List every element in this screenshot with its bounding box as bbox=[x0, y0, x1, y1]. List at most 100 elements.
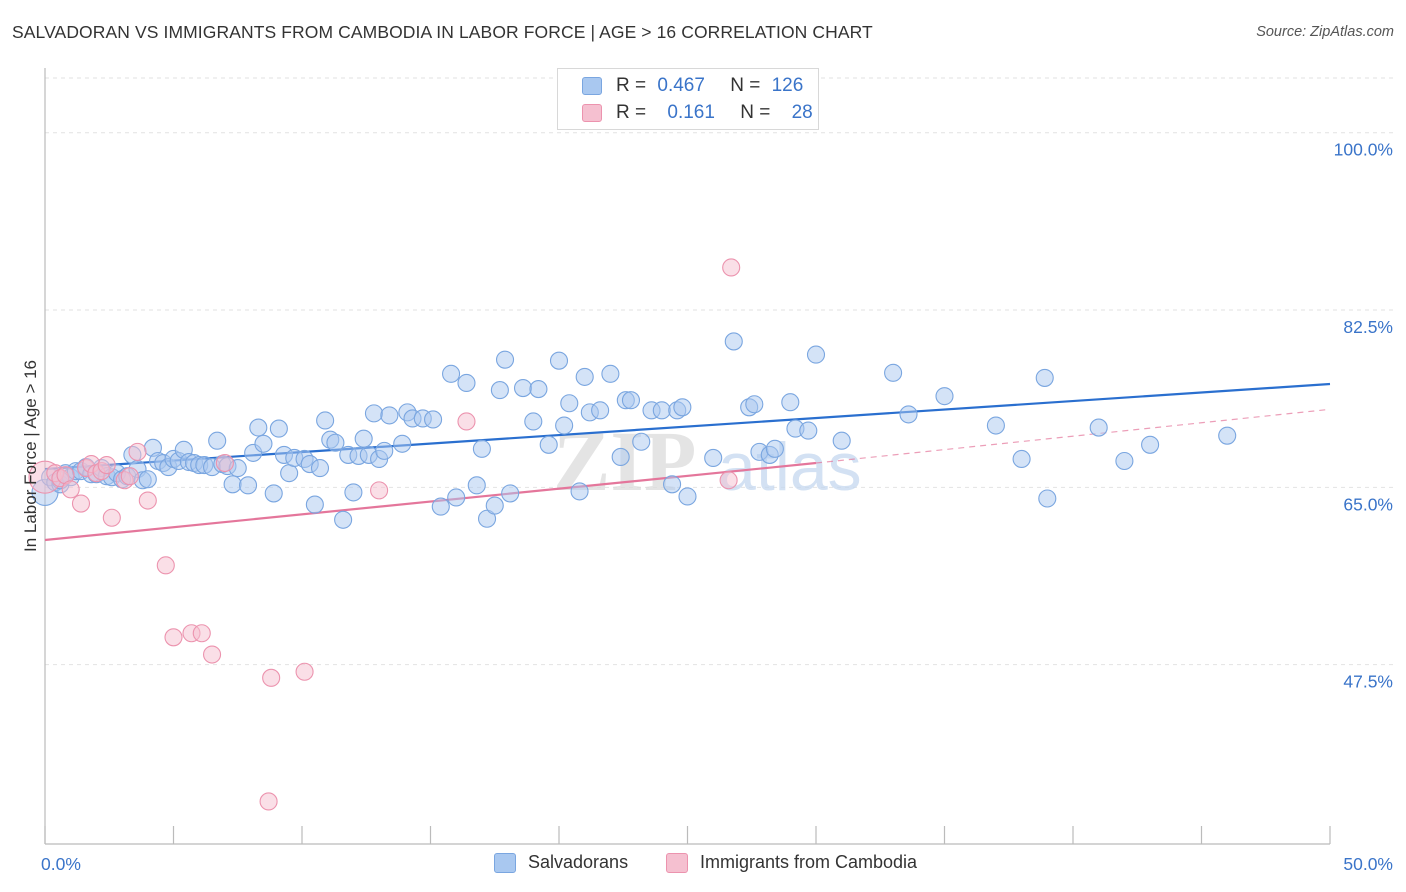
point-salvadorans bbox=[238, 476, 258, 495]
point-salvadorans bbox=[1089, 418, 1108, 437]
point-salvadorans bbox=[1038, 489, 1057, 508]
point-salvadorans bbox=[472, 439, 491, 458]
point-cambodia bbox=[370, 481, 389, 500]
legend-swatch-pink bbox=[582, 104, 602, 122]
point-cambodia bbox=[97, 456, 116, 475]
n-value: 28 bbox=[791, 102, 813, 123]
x-tick-label-max: 50.0% bbox=[1343, 854, 1393, 874]
point-cambodia bbox=[457, 412, 476, 431]
point-cambodia bbox=[102, 508, 121, 527]
point-salvadorans bbox=[1141, 435, 1160, 454]
point-salvadorans bbox=[591, 401, 610, 420]
point-salvadorans bbox=[442, 364, 461, 383]
point-salvadorans bbox=[310, 459, 330, 478]
point-cambodia bbox=[128, 442, 147, 461]
point-salvadorans bbox=[393, 434, 412, 453]
y-tick-label: 82.5% bbox=[1343, 317, 1393, 337]
point-salvadorans bbox=[884, 363, 903, 382]
swatch-pink bbox=[666, 853, 688, 873]
point-salvadorans bbox=[781, 393, 800, 412]
point-salvadorans bbox=[611, 447, 630, 466]
point-salvadorans bbox=[621, 391, 641, 410]
point-salvadorans bbox=[724, 332, 743, 351]
correlation-legend: R = 0.467 N = 126 R = 0.161 N = 28 bbox=[557, 68, 819, 130]
legend-label-salvadorans: Salvadorans bbox=[528, 852, 629, 872]
trend-line-cambodia-extension bbox=[815, 408, 1331, 464]
point-salvadorans bbox=[208, 431, 227, 450]
x-tick-label-min: 0.0% bbox=[41, 854, 81, 874]
point-salvadorans bbox=[344, 483, 363, 502]
point-cambodia bbox=[259, 792, 278, 811]
point-salvadorans bbox=[632, 432, 651, 451]
tick-labels: 47.5% 65.0% 82.5% 100.0% 0.0% 50.0% bbox=[41, 140, 1393, 874]
point-salvadorans bbox=[806, 345, 826, 364]
point-salvadorans bbox=[280, 464, 299, 483]
point-salvadorans bbox=[986, 416, 1005, 435]
r-value: 0.161 bbox=[667, 102, 715, 123]
point-salvadorans bbox=[832, 431, 851, 450]
point-salvadorans bbox=[704, 448, 723, 468]
r-label: R = bbox=[616, 102, 647, 123]
y-tick-label: 65.0% bbox=[1343, 494, 1393, 514]
point-salvadorans bbox=[1035, 368, 1054, 387]
gridlines bbox=[45, 77, 1393, 666]
point-salvadorans bbox=[305, 495, 324, 514]
point-cambodia bbox=[722, 258, 741, 277]
point-salvadorans bbox=[424, 410, 443, 429]
legend-swatch-blue bbox=[582, 77, 602, 95]
r-label: R = bbox=[616, 75, 647, 96]
point-cambodia bbox=[120, 467, 139, 486]
legend-label-cambodia: Immigrants from Cambodia bbox=[700, 852, 918, 872]
point-salvadorans bbox=[570, 482, 589, 501]
point-salvadorans bbox=[575, 367, 594, 386]
point-salvadorans bbox=[1115, 451, 1134, 471]
point-cambodia bbox=[262, 668, 281, 687]
point-cambodia bbox=[156, 556, 175, 575]
point-salvadorans bbox=[249, 418, 268, 437]
n-value: 126 bbox=[771, 75, 804, 96]
y-tick-label: 100.0% bbox=[1334, 140, 1393, 160]
point-salvadorans bbox=[334, 510, 353, 529]
point-salvadorans bbox=[375, 441, 394, 460]
point-salvadorans bbox=[326, 433, 345, 452]
point-salvadorans bbox=[765, 439, 784, 458]
point-salvadorans bbox=[601, 364, 620, 383]
data-points bbox=[28, 258, 1237, 811]
point-salvadorans bbox=[354, 429, 373, 448]
point-salvadorans bbox=[673, 398, 692, 417]
point-salvadorans bbox=[513, 378, 533, 398]
point-salvadorans bbox=[555, 416, 574, 435]
legend-stats-blue: R = 0.467 N = 126 bbox=[616, 75, 803, 97]
n-label: N = bbox=[730, 75, 761, 96]
trend-line-cambodia bbox=[44, 461, 817, 542]
point-salvadorans bbox=[485, 496, 504, 515]
point-salvadorans bbox=[447, 488, 466, 507]
point-salvadorans bbox=[663, 475, 682, 494]
point-cambodia bbox=[138, 491, 157, 510]
point-salvadorans bbox=[935, 387, 954, 406]
n-label: N = bbox=[740, 102, 771, 123]
point-salvadorans bbox=[539, 435, 558, 454]
point-cambodia bbox=[192, 624, 211, 643]
point-salvadorans bbox=[1012, 449, 1031, 469]
y-tick-label: 47.5% bbox=[1343, 672, 1393, 692]
point-salvadorans bbox=[364, 404, 384, 423]
point-cambodia bbox=[71, 494, 91, 513]
point-salvadorans bbox=[560, 394, 579, 413]
point-cambodia bbox=[719, 471, 738, 490]
point-salvadorans bbox=[501, 484, 520, 503]
point-salvadorans bbox=[316, 411, 335, 430]
point-cambodia bbox=[215, 453, 234, 473]
point-salvadorans bbox=[457, 373, 476, 393]
point-salvadorans bbox=[529, 380, 548, 399]
point-salvadorans bbox=[254, 434, 273, 453]
point-salvadorans bbox=[799, 421, 818, 440]
point-salvadorans bbox=[380, 406, 399, 425]
source-credit: Source: ZipAtlas.com bbox=[1256, 24, 1394, 40]
point-salvadorans bbox=[431, 497, 450, 516]
point-salvadorans bbox=[549, 351, 569, 370]
r-value: 0.467 bbox=[657, 75, 705, 96]
point-cambodia bbox=[164, 628, 183, 647]
swatch-blue bbox=[494, 853, 516, 873]
